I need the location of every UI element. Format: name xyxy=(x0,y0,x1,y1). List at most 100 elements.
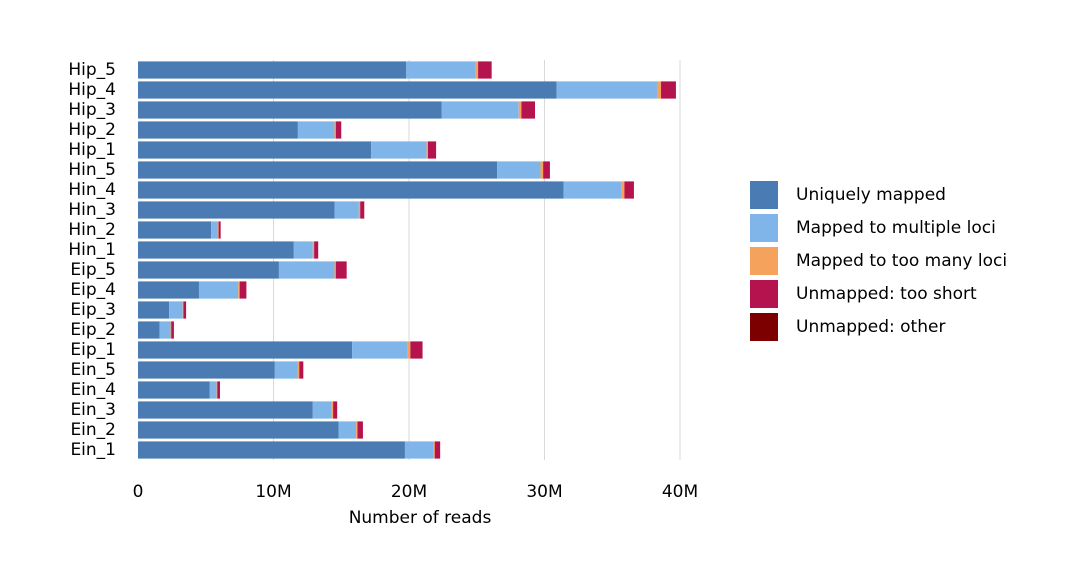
bar-segment xyxy=(441,101,519,119)
category-label: Eip_5 xyxy=(70,260,116,280)
bar-segment xyxy=(138,61,407,79)
bar-segment xyxy=(138,281,199,299)
bar-segment xyxy=(216,381,218,399)
bar-segment xyxy=(358,201,361,219)
bar-segment xyxy=(239,281,247,299)
bar-segment xyxy=(371,141,427,159)
x-tick-label: 30M xyxy=(526,482,562,502)
bar-segment xyxy=(297,361,300,379)
bar-segment xyxy=(169,301,183,319)
legend-label: Uniquely mapped xyxy=(796,185,946,205)
bar-segment xyxy=(138,101,442,119)
bar-segment xyxy=(556,81,657,99)
category-label: Hip_5 xyxy=(68,60,116,80)
legend-label: Unmapped: other xyxy=(796,317,945,337)
bar-segment xyxy=(521,101,536,119)
bar-segment xyxy=(170,321,172,339)
bar-segment xyxy=(297,121,335,139)
bar-segment xyxy=(138,321,160,339)
category-label: Hin_4 xyxy=(68,180,116,200)
bar-segment xyxy=(427,141,437,159)
bar-segment xyxy=(356,421,358,439)
category-label: Eip_3 xyxy=(70,300,116,320)
bar-segment xyxy=(563,181,622,199)
category-label: Ein_2 xyxy=(70,420,116,440)
bar-segment xyxy=(357,421,363,439)
bar-segment xyxy=(312,401,332,419)
bar-segment xyxy=(182,301,184,319)
bar-segment xyxy=(138,301,170,319)
legend-swatch xyxy=(750,313,778,341)
bar-segment xyxy=(138,241,294,259)
bar-segment xyxy=(138,161,498,179)
category-label: Hip_2 xyxy=(68,120,116,140)
legend-swatch xyxy=(750,280,778,308)
bar-segment xyxy=(478,61,492,79)
bar-segment xyxy=(138,261,279,279)
category-label: Hip_3 xyxy=(68,100,116,120)
bar-segment xyxy=(335,121,342,139)
x-tick-label: 10M xyxy=(255,482,291,502)
legend-label: Unmapped: too short xyxy=(796,284,977,304)
category-label: Ein_3 xyxy=(70,400,116,420)
category-labels: Hip_5Hip_4Hip_3Hip_2Hip_1Hin_5Hin_4Hin_3… xyxy=(68,60,116,460)
bar-segment xyxy=(198,281,239,299)
bar-segment xyxy=(334,201,359,219)
x-tick-labels: 0 10M 20M 30M 40M xyxy=(133,482,699,502)
bar-segment xyxy=(433,441,435,459)
x-tick-label: 40M xyxy=(662,482,698,502)
bar-segment xyxy=(497,161,541,179)
bar-segment xyxy=(540,161,544,179)
bar-segment xyxy=(407,341,411,359)
bar-segment xyxy=(138,341,353,359)
bar-segment xyxy=(238,281,240,299)
category-label: Ein_1 xyxy=(70,440,116,460)
bar-segment xyxy=(217,381,220,399)
category-label: Hin_5 xyxy=(68,160,116,180)
legend: Uniquely mapped Mapped to multiple loci Ma… xyxy=(750,181,1007,341)
category-label: Hin_3 xyxy=(68,200,116,220)
x-tick-label: 20M xyxy=(391,482,427,502)
bar-segment xyxy=(434,441,441,459)
bars xyxy=(138,61,676,459)
bar-segment xyxy=(274,361,298,379)
bar-segment xyxy=(518,101,522,119)
bar-segment xyxy=(138,221,212,239)
bar-segment xyxy=(159,321,171,339)
bar-segment xyxy=(183,301,187,319)
bar-segment xyxy=(138,421,339,439)
bar-segment xyxy=(299,361,304,379)
legend-label: Mapped to multiple loci xyxy=(796,218,996,238)
bar-segment xyxy=(475,61,479,79)
category-label: Hin_1 xyxy=(68,240,116,260)
legend-swatch xyxy=(750,214,778,242)
bar-segment xyxy=(293,241,313,259)
bar-segment xyxy=(338,421,357,439)
bar-segment xyxy=(404,441,434,459)
bar-segment xyxy=(360,201,365,219)
legend-swatch xyxy=(750,181,778,209)
bar-segment xyxy=(138,181,564,199)
gridlines xyxy=(273,60,681,460)
bar-segment xyxy=(334,121,336,139)
bar-segment xyxy=(278,261,335,279)
bar-segment xyxy=(624,181,634,199)
bar-segment xyxy=(312,241,315,259)
bar-segment xyxy=(217,221,219,239)
category-label: Hin_2 xyxy=(68,220,116,240)
bar-segment xyxy=(543,161,550,179)
bar-segment xyxy=(661,81,676,99)
legend-label: Mapped to too many loci xyxy=(796,251,1007,271)
category-label: Ein_4 xyxy=(70,380,116,400)
category-label: Eip_4 xyxy=(70,280,116,300)
category-label: Ein_5 xyxy=(70,360,116,380)
category-label: Eip_1 xyxy=(70,340,116,360)
bar-segment xyxy=(334,261,336,279)
bar-segment xyxy=(138,141,372,159)
bar-segment xyxy=(209,381,217,399)
x-axis-title: Number of reads xyxy=(349,508,492,528)
x-tick-label: 0 xyxy=(133,482,144,502)
bar-segment xyxy=(138,121,298,139)
bar-segment xyxy=(410,341,423,359)
